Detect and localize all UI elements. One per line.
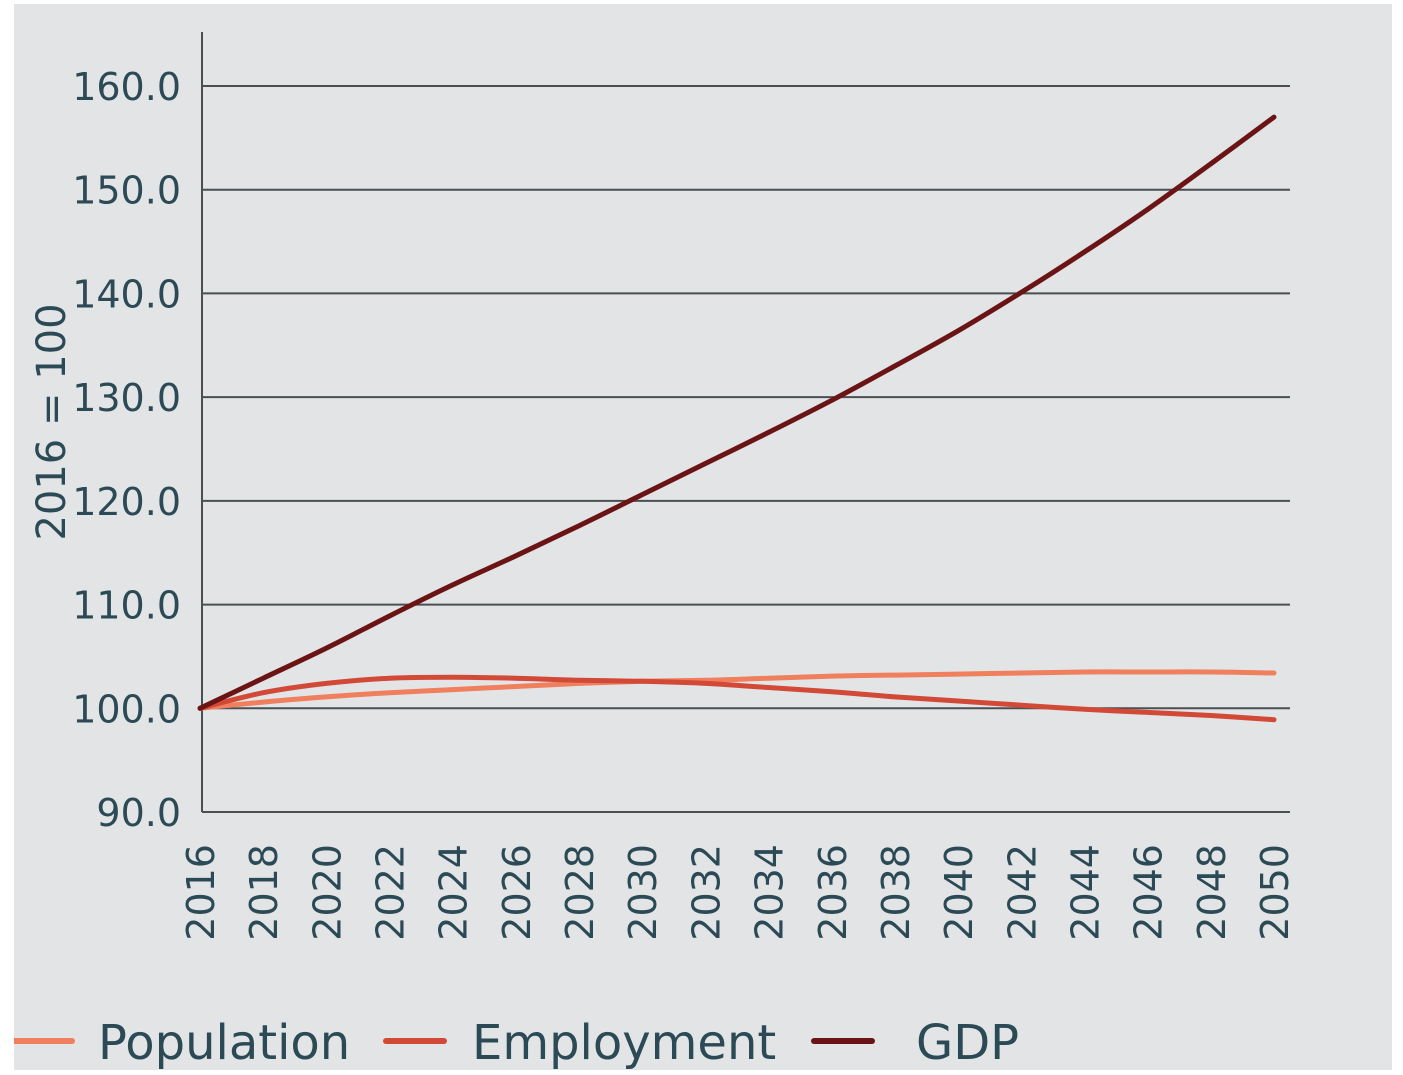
- series-line-employment: [197, 674, 1277, 723]
- x-tick-label: 2040: [937, 844, 981, 941]
- line-chart: 90.0100.0110.0120.0130.0140.0150.0160.0 …: [14, 32, 1297, 1070]
- x-tick-label: 2018: [242, 844, 286, 941]
- x-tick-label: 2030: [621, 844, 665, 941]
- x-tick-label: 2034: [748, 844, 792, 941]
- x-tick-label: 2050: [1253, 844, 1297, 941]
- x-tick-labels: 2016 2018 2020 2022 2024 2026 2028 2030 2032 2034…: [179, 844, 1297, 941]
- legend: Population Employment GDP: [14, 1015, 1019, 1070]
- x-tick-label: 2044: [1063, 844, 1107, 941]
- y-tick-label: 110.0: [72, 584, 181, 628]
- x-tick-label: 2020: [305, 844, 349, 941]
- x-tick-label: 2028: [558, 844, 602, 941]
- x-tick-label: 2022: [369, 844, 413, 941]
- y-tick-labels: 90.0 100.0 110.0 120.0 130.0 140.0 150.0 160.0: [72, 65, 181, 835]
- chart-panel: 90.0 100.0 110.0 120.0 130.0 140.0 150.0 160.0 …: [14, 4, 1392, 1070]
- legend-item-population: Population: [14, 1015, 350, 1070]
- y-tick-label: 160.0: [72, 65, 181, 109]
- x-tick-label: 2038: [874, 844, 918, 941]
- series-lines: [197, 114, 1277, 723]
- x-tick-label: 2032: [684, 844, 728, 941]
- series-line-population: [197, 669, 1277, 711]
- legend-label: Population: [98, 1015, 350, 1070]
- x-tick-label: 2042: [1000, 844, 1044, 941]
- y-tick-label: 140.0: [72, 272, 181, 316]
- y-tick-label: 100.0: [72, 687, 181, 731]
- y-tick-label: 90.0: [96, 791, 181, 835]
- y-tick-label: 130.0: [72, 376, 181, 420]
- axes: [201, 32, 1290, 813]
- y-axis-title: 2016 = 100: [29, 303, 75, 540]
- legend-label: Employment: [472, 1015, 776, 1070]
- legend-label: GDP: [916, 1015, 1019, 1070]
- gridlines: [202, 85, 1290, 710]
- x-tick-label: 2024: [432, 844, 476, 941]
- x-tick-label: 2026: [495, 844, 539, 941]
- x-tick-label: 2048: [1190, 844, 1234, 941]
- y-tick-label: 120.0: [72, 480, 181, 524]
- series-line-gdp: [197, 114, 1277, 711]
- x-tick-label: 2016: [179, 844, 223, 941]
- legend-item-employment: Employment: [383, 1015, 776, 1070]
- x-tick-label: 2046: [1127, 844, 1171, 941]
- y-tick-label: 150.0: [72, 169, 181, 213]
- legend-item-gdp: GDP: [811, 1015, 1019, 1070]
- x-tick-label: 2036: [811, 844, 855, 941]
